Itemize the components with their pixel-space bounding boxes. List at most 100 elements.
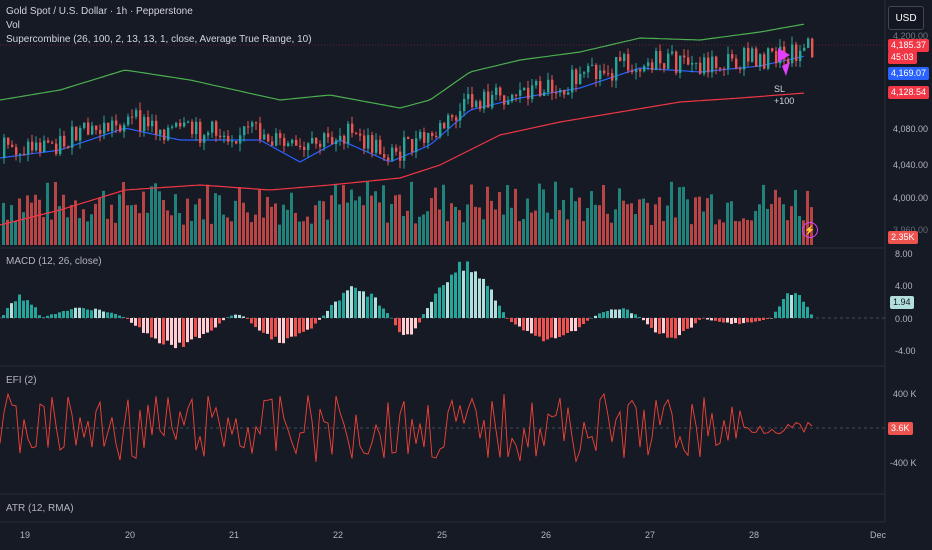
macd-bar [418,318,421,322]
efi-value-tag: 3.6K [888,422,913,435]
supercombine-legend[interactable]: Supercombine (26, 100, 2, 13, 13, 1, clo… [6,34,312,45]
lightning-icon[interactable]: ⚡ [802,222,818,238]
atr-legend[interactable]: ATR (12, RMA) [6,503,74,514]
currency-button[interactable]: USD [888,6,924,30]
volume-bar [282,205,285,245]
candle-body [287,143,289,146]
macd-legend[interactable]: MACD (12, 26, close) [6,256,102,267]
macd-bar [98,310,101,318]
macd-bar [378,306,381,318]
candle-body [383,154,385,158]
candle-body [391,148,393,161]
volume-bar [230,221,233,245]
macd-bar [50,314,53,318]
candle-body [107,123,109,131]
volume-bar [290,193,293,245]
candle-body [283,138,285,146]
candle-body [579,74,581,84]
macd-bar [174,318,177,348]
candle-body [583,72,585,73]
candle-body [507,101,509,105]
volume-bar [478,207,481,245]
candle-body [463,99,465,111]
macd-bar [766,318,769,319]
macd-bar [426,308,429,318]
candle-body [151,121,153,126]
macd-bar [134,318,137,326]
volume-tag: 2.35K [888,231,918,244]
macd-bar [506,318,509,319]
macd-bar [474,271,477,318]
candle-body [419,132,421,138]
macd-bar [530,318,533,333]
volume-bar [122,182,125,245]
macd-bar [54,314,57,318]
macd-bar [310,318,313,329]
volume-bar [466,204,469,245]
volume-bar [798,216,801,245]
candle-body [87,123,89,135]
macd-bar [258,318,261,331]
volume-bar [574,201,577,245]
volume-bar [118,194,121,245]
macd-tick: -4.00 [895,346,916,356]
volume-bar [102,191,105,245]
candle-body [63,136,65,146]
macd-bar [138,318,141,327]
macd-bar [586,318,589,321]
macd-bar [582,318,585,324]
candle-body [679,56,681,73]
candle-body [619,57,621,61]
volume-bar [542,189,545,245]
candle-body [611,73,613,80]
macd-bar [438,287,441,318]
macd-bar [410,318,413,335]
candle-body [443,123,445,128]
macd-bar [570,318,573,331]
macd-bar [698,318,701,320]
volume-bar [406,211,409,245]
candle-body [379,140,381,154]
macd-bar [654,318,657,332]
macd-bar [58,312,61,318]
candle-body [363,135,365,148]
volume-bar [374,191,377,245]
candle-body [707,58,709,73]
candle-body [39,143,41,152]
macd-bar [82,308,85,318]
volume-bar [790,206,793,245]
symbol-title[interactable]: Gold Spot / U.S. Dollar · 1h · Peppersto… [6,6,193,17]
efi-tick: -400 K [890,458,917,468]
volume-bar [742,218,745,245]
macd-bar [602,312,605,318]
candle-body [623,54,625,61]
macd-bar [430,302,433,318]
candle-body [723,69,725,70]
candle-body [91,126,93,135]
candle-body [371,135,373,153]
volume-bar [622,201,625,245]
volume-bar [70,205,73,245]
volume-bar [186,199,189,245]
candle-body [243,126,245,135]
macd-bar [442,285,445,318]
volume-legend[interactable]: Vol [6,20,20,31]
macd-bar [194,318,197,337]
volume-bar [274,203,277,245]
price-tick: 4,040.00 [893,160,928,170]
volume-bar [462,222,465,245]
volume-bar [598,205,601,245]
candle-body [351,124,353,133]
efi-legend[interactable]: EFI (2) [6,375,37,386]
volume-bar [654,204,657,245]
mid-band-tag: 4,169.07 [888,67,929,80]
candle-body [791,44,793,63]
candle-body [131,117,133,118]
macd-bar [690,318,693,328]
volume-bar [522,219,525,245]
volume-bar [250,222,253,245]
candle-body [475,101,477,107]
volume-bar [674,217,677,245]
macd-bar [46,316,49,318]
